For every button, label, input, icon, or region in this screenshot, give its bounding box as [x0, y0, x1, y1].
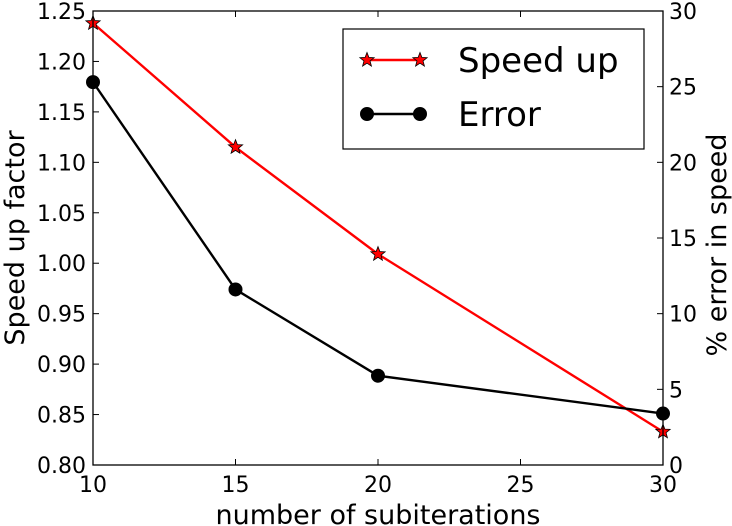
x-tick-label: 10: [79, 473, 107, 498]
y2-tick-label: 5: [669, 378, 683, 403]
legend-marker: [360, 107, 374, 121]
y2-tick-label: 0: [669, 454, 683, 479]
legend: Speed up Error: [342, 28, 645, 150]
legend-marker: [413, 107, 427, 121]
y-tick-label: 1.10: [37, 151, 86, 176]
x-tick-label: 15: [222, 473, 250, 498]
data-point: [228, 282, 243, 297]
legend-label: Error: [458, 95, 541, 135]
y2-tick-label: 25: [669, 76, 697, 101]
y2-axis-label: % error in speed: [702, 134, 732, 357]
series-line: [92, 81, 664, 415]
x-tick-label: 25: [507, 473, 535, 498]
legend-label: Speed up: [458, 41, 619, 81]
y-tick-label: 1.25: [37, 0, 86, 25]
y2-tick-label: 10: [669, 303, 697, 328]
y-tick-label: 0.95: [37, 303, 86, 328]
y2-tick-label: 15: [669, 227, 697, 252]
legend-entry: Error: [360, 95, 541, 135]
legend-entry: Speed up: [358, 41, 619, 81]
y-tick-label: 0.80: [37, 454, 86, 479]
x-tick-label: 20: [364, 473, 392, 498]
x-axis-label: number of subiterations: [215, 500, 540, 526]
y-tick-label: 0.85: [37, 404, 86, 429]
legend-marker: [358, 51, 376, 67]
series-line: [92, 22, 664, 433]
y-axis-label: Speed up factor: [0, 130, 31, 346]
y-tick-label: 1.00: [37, 252, 86, 277]
data-point: [227, 138, 244, 155]
data-point: [371, 368, 385, 383]
legend-marker: [411, 51, 429, 67]
y2-tick-label: 30: [669, 0, 697, 25]
data-point: [369, 245, 387, 262]
y-tick-label: 0.90: [37, 353, 86, 378]
y-tick-label: 1.05: [37, 202, 86, 227]
x-tick-label: 30: [649, 473, 677, 498]
y-tick-label: 1.15: [37, 101, 86, 126]
legend-box: [342, 28, 645, 150]
y-tick-label: 1.20: [37, 50, 86, 75]
y2-tick-label: 20: [669, 151, 697, 176]
